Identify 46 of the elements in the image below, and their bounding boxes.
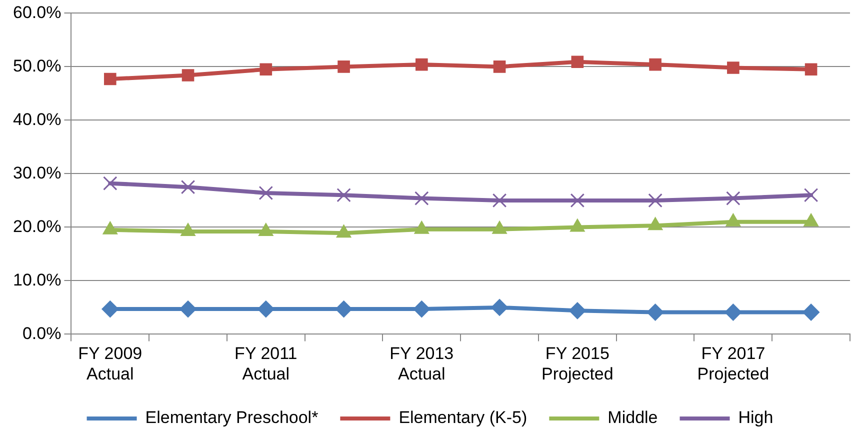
x-tick-label: FY 2017 Projected xyxy=(697,344,770,384)
point xyxy=(648,193,662,208)
legend-label: Middle xyxy=(608,408,658,428)
x-tick-label: FY 2009 Actual xyxy=(78,344,142,384)
point xyxy=(646,304,664,321)
y-tick-label: 50.0% xyxy=(13,56,62,76)
point xyxy=(727,62,740,74)
point xyxy=(571,56,584,68)
point xyxy=(258,186,274,200)
point xyxy=(804,188,818,202)
point xyxy=(724,304,742,321)
point xyxy=(570,193,585,208)
point xyxy=(568,302,586,320)
x-tick-label: FY 2011 Actual xyxy=(234,344,298,384)
legend-label: Elementary Preschool* xyxy=(145,408,319,428)
point xyxy=(336,188,351,202)
point xyxy=(257,300,274,318)
point xyxy=(180,300,197,318)
y-tick-label: 30.0% xyxy=(13,163,62,182)
x-tick-label: FY 2015 Projected xyxy=(542,344,614,384)
point xyxy=(802,304,820,321)
point xyxy=(180,180,196,194)
y-tick-label: 40.0% xyxy=(13,110,62,129)
y-tick-label: 60.0% xyxy=(13,2,62,22)
point xyxy=(182,69,194,82)
point xyxy=(104,72,116,86)
y-tick-label: 0.0% xyxy=(22,324,62,343)
point xyxy=(414,191,429,206)
point xyxy=(416,58,428,71)
y-tick-label: 20.0% xyxy=(13,216,62,236)
point xyxy=(102,300,119,318)
point xyxy=(493,60,506,73)
point xyxy=(649,58,662,71)
x-tick-label: FY 2013 Actual xyxy=(390,344,454,384)
point xyxy=(335,300,352,318)
legend-label: Elementary (K-5) xyxy=(398,408,528,428)
point xyxy=(103,176,118,190)
legend-label: High xyxy=(738,408,774,428)
point xyxy=(726,191,740,206)
point xyxy=(804,63,818,76)
point xyxy=(260,63,272,76)
point xyxy=(492,193,507,208)
point xyxy=(413,300,430,318)
point xyxy=(338,60,350,73)
point xyxy=(491,298,508,316)
y-tick-label: 10.0% xyxy=(13,270,62,290)
